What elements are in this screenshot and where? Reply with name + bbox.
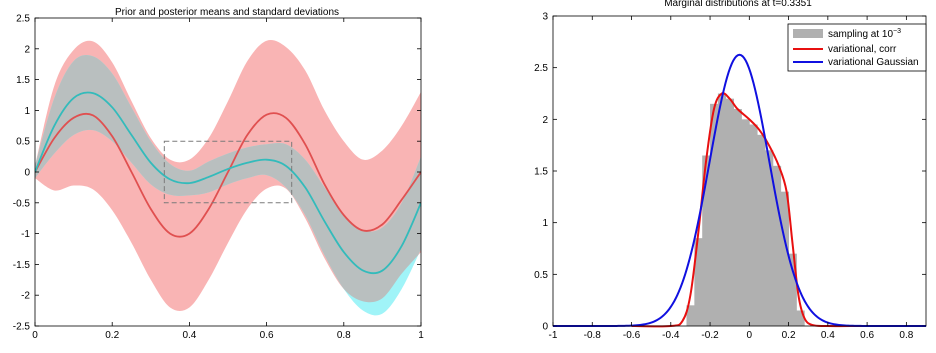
histogram-bar [710, 103, 719, 326]
right-chart-histogram [686, 93, 805, 327]
left-y-tick-label: 1.5 [16, 75, 30, 86]
left-x-tick-label: 0.8 [337, 330, 351, 341]
left-y-tick-label: 1 [24, 106, 30, 117]
right-chart-y-ticks: 0 0.5 1 1.5 2 2.5 3 [534, 12, 926, 333]
histogram-bar [725, 98, 735, 327]
left-y-tick-label: -1 [21, 229, 30, 240]
histogram-bar [765, 150, 774, 326]
right-chart-title: Marginal distributions at t=0.3351 [664, 0, 812, 9]
left-chart: Prior and posterior means and standard d… [13, 7, 424, 341]
left-chart-bands [35, 40, 421, 316]
posterior-mean-line [35, 91, 421, 275]
legend-sampling-text: sampling at 10 [828, 29, 893, 40]
right-x-tick-label: -0.2 [701, 330, 719, 341]
histogram-bar [796, 310, 805, 326]
right-chart: Marginal distributions at t=0.3351 -1 -0.… [534, 0, 927, 341]
histogram-bar [780, 191, 789, 326]
right-x-tick-label: -0.4 [662, 330, 680, 341]
histogram-bar [686, 305, 695, 326]
histogram-bar [757, 134, 766, 326]
right-chart-x-ticks: -1 -0.8 -0.6 -0.4 -0.2 0 0.2 0.4 0.6 0.8 [549, 16, 914, 341]
right-y-tick-label: 2.5 [534, 63, 548, 74]
right-x-tick-label: -0.6 [623, 330, 641, 341]
left-y-tick-label: 2.5 [16, 14, 30, 25]
variational-corr-curve [631, 92, 926, 328]
left-chart-y-ticks: -2.5 -2 -1.5 -1 -0.5 0 0.5 1 1.5 2 2.5 [13, 14, 421, 333]
right-y-tick-label: 0.5 [534, 270, 548, 281]
histogram-bar [749, 124, 758, 326]
histogram-bar [717, 93, 727, 326]
left-y-tick-label: 0.5 [16, 137, 30, 148]
right-x-tick-label: 0 [747, 330, 753, 341]
histogram-bar [733, 109, 742, 326]
right-y-tick-label: 0 [542, 322, 548, 333]
legend-variational-corr-label: variational, corr [828, 44, 897, 55]
left-x-tick-label: 0.2 [105, 330, 119, 341]
histogram-bar [788, 253, 797, 326]
histogram-bar [772, 165, 782, 326]
left-y-tick-label: -1.5 [13, 260, 31, 271]
right-chart-legend: sampling at 10−3 variational, corr varia… [787, 23, 927, 72]
histogram-bar [702, 155, 711, 326]
histogram-bar [694, 238, 703, 326]
left-chart-x-ticks: 0 0.2 0.4 0.6 0.8 1 [32, 18, 424, 341]
right-y-tick-label: 1.5 [534, 167, 548, 178]
legend-sampling-exponent: −3 [893, 28, 901, 35]
left-chart-title: Prior and posterior means and standard d… [115, 7, 339, 18]
left-y-tick-label: 2 [24, 44, 30, 55]
right-y-tick-label: 2 [542, 115, 548, 126]
right-x-tick-label: 0.8 [899, 330, 913, 341]
right-y-tick-label: 1 [542, 218, 548, 229]
right-x-tick-label: 0.4 [821, 330, 835, 341]
left-x-tick-label: 0 [32, 330, 38, 341]
legend-sampling-swatch [793, 29, 823, 38]
band-overlap-region [35, 55, 421, 311]
left-x-tick-label: 0.6 [260, 330, 274, 341]
right-y-tick-label: 3 [542, 12, 548, 23]
left-x-tick-label: 0.4 [182, 330, 196, 341]
left-chart-mean-lines [35, 91, 421, 275]
prior-mean-line [35, 112, 421, 238]
histogram-bar [741, 119, 750, 326]
legend-variational-gaussian-label: variational Gaussian [828, 57, 919, 68]
legend-sampling-label: sampling at 10−3 [828, 28, 901, 40]
right-x-tick-label: 0.2 [782, 330, 796, 341]
left-y-tick-label: -2 [21, 291, 30, 302]
right-x-tick-label: -1 [549, 330, 558, 341]
left-y-tick-label: -2.5 [13, 322, 31, 333]
left-y-tick-label: -0.5 [13, 198, 31, 209]
right-x-tick-label: 0.6 [860, 330, 874, 341]
left-chart-annotation-box [163, 140, 293, 204]
left-y-tick-label: 0 [24, 168, 30, 179]
right-x-tick-label: -0.8 [584, 330, 602, 341]
left-x-tick-label: 1 [418, 330, 424, 341]
